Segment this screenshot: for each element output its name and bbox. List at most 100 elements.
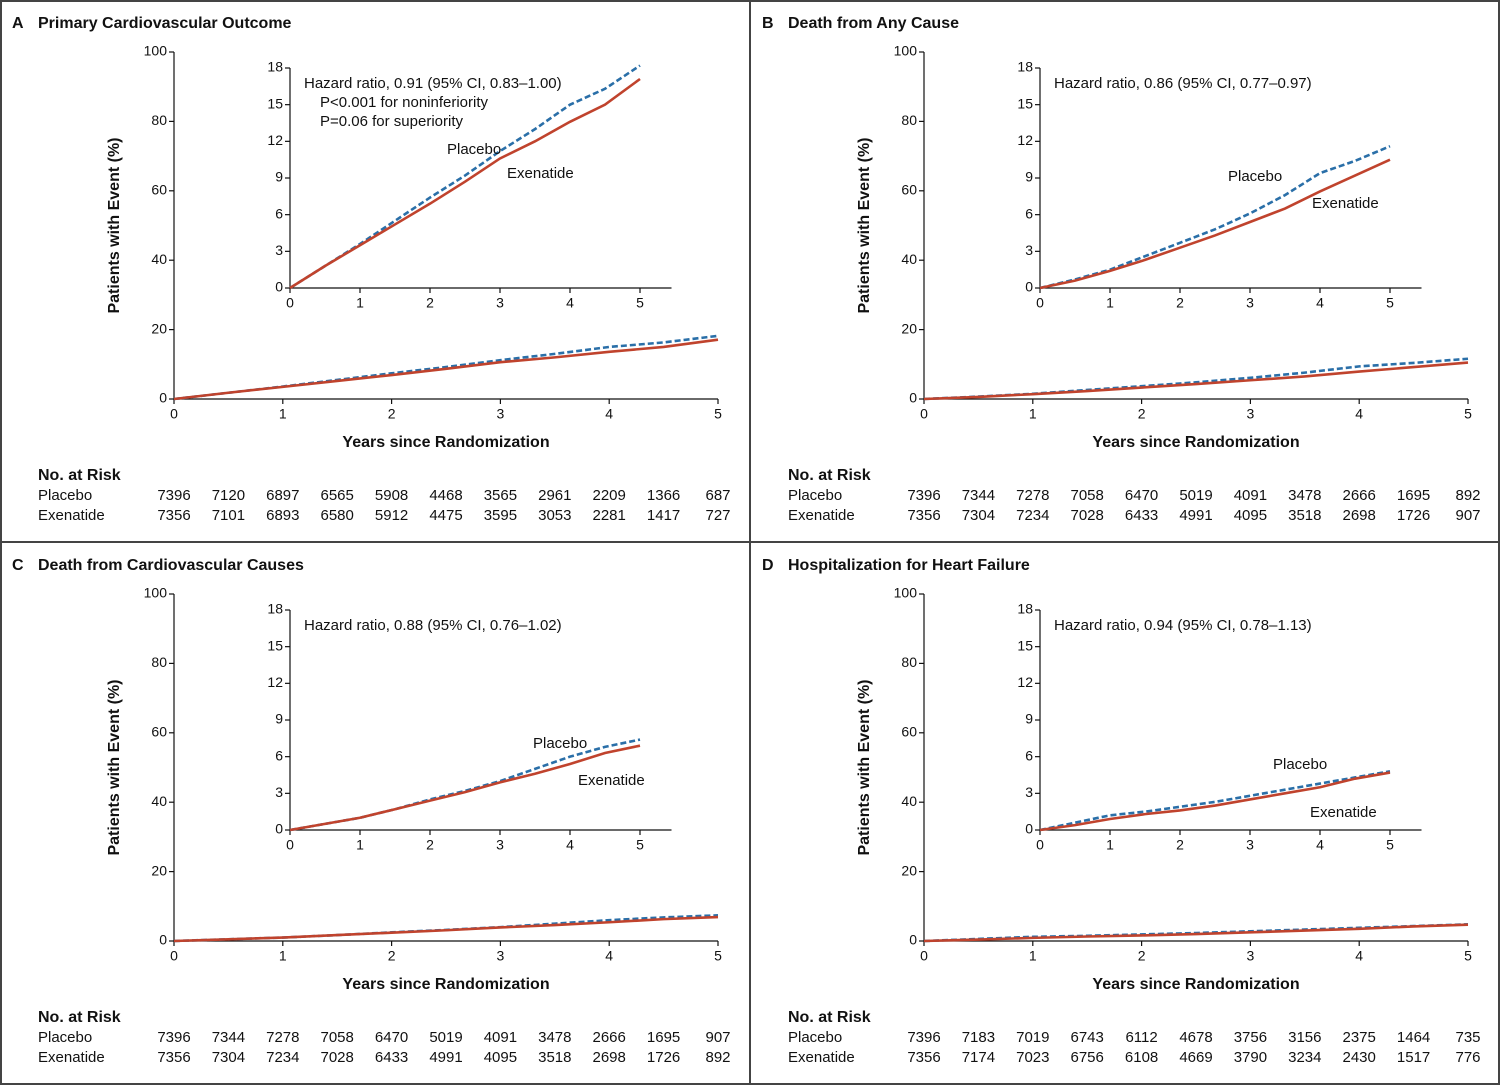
main-x-tick-label: 0 — [920, 948, 928, 964]
inset-x-tick-label: 2 — [1176, 837, 1184, 853]
inset-x-tick-label: 5 — [636, 295, 644, 311]
inset-y-tick-label: 0 — [275, 279, 283, 295]
risk-row-name: Exenatide — [38, 507, 105, 524]
main-y-tick-label: 0 — [159, 390, 167, 406]
main-x-tick-label: 2 — [388, 948, 396, 964]
series-label: Exenatide — [507, 165, 574, 182]
main-x-tick-label: 4 — [605, 948, 613, 964]
x-axis-label: Years since Randomization — [342, 976, 549, 993]
main-x-tick-label: 3 — [1247, 948, 1255, 964]
x-axis-label: Years since Randomization — [342, 434, 549, 451]
series-label: Placebo — [533, 735, 587, 752]
risk-value: 7183 — [962, 1029, 995, 1046]
risk-header: No. at Risk — [38, 1009, 121, 1026]
main-x-tick-label: 0 — [170, 948, 178, 964]
main-y-tick-label: 100 — [894, 585, 918, 601]
y-axis-label: Patients with Event (%) — [106, 137, 123, 313]
risk-value: 907 — [705, 1029, 730, 1046]
risk-value: 776 — [1455, 1049, 1480, 1066]
risk-value: 6433 — [1125, 507, 1158, 524]
inset-x-tick-label: 5 — [636, 837, 644, 853]
risk-value: 7278 — [1016, 487, 1049, 504]
main-y-tick-label: 40 — [901, 251, 917, 267]
risk-row-name: Placebo — [788, 1029, 842, 1046]
risk-value: 7356 — [907, 1049, 940, 1066]
inset-y-tick-label: 3 — [275, 242, 283, 258]
main-y-tick-label: 80 — [901, 112, 917, 128]
y-axis-label: Patients with Event (%) — [106, 679, 123, 855]
main-x-tick-label: 0 — [920, 406, 928, 422]
main-y-tick-label: 60 — [901, 724, 917, 740]
inset-y-tick-label: 3 — [275, 784, 283, 800]
inset-y-tick-label: 18 — [1017, 59, 1033, 75]
risk-value: 1695 — [647, 1029, 680, 1046]
main-x-tick-label: 3 — [497, 406, 505, 422]
annotation: Hazard ratio, 0.88 (95% CI, 0.76–1.02) — [304, 617, 562, 634]
main-y-tick-label: 20 — [901, 320, 917, 336]
risk-value: 7234 — [1016, 507, 1049, 524]
risk-value: 2698 — [593, 1049, 626, 1066]
inset-x-tick-label: 1 — [356, 837, 364, 853]
main-x-tick-label: 2 — [1138, 406, 1146, 422]
risk-value: 4669 — [1179, 1049, 1212, 1066]
inset-y-tick-label: 12 — [267, 674, 283, 690]
inset-x-tick-label: 2 — [426, 295, 434, 311]
annotation: P=0.06 for superiority — [320, 113, 463, 130]
main-x-tick-label: 5 — [714, 406, 722, 422]
inset-x-tick-label: 3 — [1246, 295, 1254, 311]
risk-value: 7356 — [907, 507, 940, 524]
main-y-tick-label: 100 — [894, 43, 918, 59]
x-axis-label: Years since Randomization — [1092, 976, 1299, 993]
inset-y-tick-label: 3 — [1025, 784, 1033, 800]
risk-row-name: Placebo — [38, 1029, 92, 1046]
series-line — [923, 361, 1469, 401]
main-y-tick-label: 20 — [151, 862, 167, 878]
risk-row-name: Placebo — [38, 487, 92, 504]
risk-value: 2375 — [1343, 1029, 1376, 1046]
main-y-tick-label: 80 — [901, 654, 917, 670]
risk-value: 687 — [705, 487, 730, 504]
inset-y-tick-label: 18 — [1017, 601, 1033, 617]
main-y-tick-label: 80 — [151, 654, 167, 670]
main-y-tick-label: 20 — [901, 862, 917, 878]
panel-label: C — [12, 557, 24, 574]
main-y-tick-label: 40 — [151, 793, 167, 809]
risk-value: 7396 — [907, 487, 940, 504]
risk-value: 1695 — [1397, 487, 1430, 504]
series-line — [173, 915, 719, 943]
annotation: P<0.001 for noninferiority — [320, 94, 489, 111]
inset-x-tick-label: 2 — [426, 837, 434, 853]
inset-y-tick-label: 15 — [267, 637, 283, 653]
y-axis-label: Patients with Event (%) — [856, 137, 873, 313]
risk-value: 7174 — [962, 1049, 995, 1066]
main-x-tick-label: 1 — [1029, 406, 1037, 422]
risk-value: 7396 — [157, 1029, 190, 1046]
main-y-tick-label: 40 — [151, 251, 167, 267]
risk-row-name: Exenatide — [788, 1049, 855, 1066]
main-x-tick-label: 2 — [388, 406, 396, 422]
inset-y-tick-label: 15 — [267, 95, 283, 111]
inset-y-tick-label: 6 — [275, 747, 283, 763]
series-line — [923, 357, 1469, 401]
risk-value: 1464 — [1397, 1029, 1430, 1046]
inset-y-tick-label: 0 — [275, 821, 283, 837]
risk-value: 7356 — [157, 507, 190, 524]
inset-x-tick-label: 5 — [1386, 295, 1394, 311]
risk-value: 7396 — [907, 1029, 940, 1046]
risk-header: No. at Risk — [788, 1009, 871, 1026]
inset-y-tick-label: 0 — [1025, 821, 1033, 837]
main-x-tick-label: 3 — [1247, 406, 1255, 422]
main-y-tick-label: 0 — [909, 932, 917, 948]
main-y-tick-label: 20 — [151, 320, 167, 336]
main-x-tick-label: 4 — [1355, 948, 1363, 964]
inset-x-tick-label: 0 — [1036, 295, 1044, 311]
risk-value: 6897 — [266, 487, 299, 504]
risk-value: 3478 — [538, 1029, 571, 1046]
risk-value: 1726 — [1397, 507, 1430, 524]
risk-value: 4475 — [429, 507, 462, 524]
series-label: Exenatide — [1312, 195, 1379, 212]
risk-value: 7234 — [266, 1049, 299, 1066]
risk-value: 4991 — [429, 1049, 462, 1066]
